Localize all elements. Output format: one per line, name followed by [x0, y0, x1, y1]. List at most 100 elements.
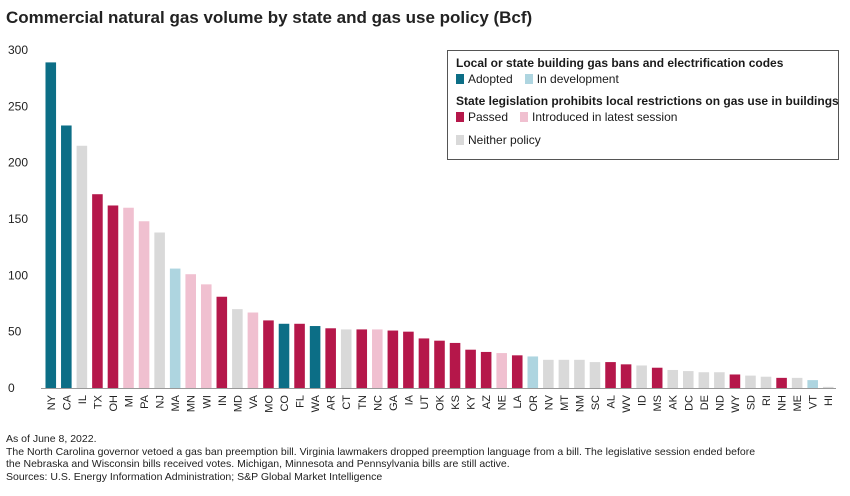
bar-sd — [745, 375, 756, 388]
bar-ga — [387, 330, 399, 388]
bar-mo — [263, 320, 274, 388]
x-tick-label-tn: TN — [357, 395, 369, 410]
bar-va — [247, 312, 259, 388]
bar-wy — [729, 374, 741, 388]
legend-label-neither: Neither policy — [468, 133, 541, 147]
x-tick-label-pa: PA — [139, 394, 151, 409]
bar-mi — [123, 207, 134, 388]
footnote-note-line2: the Nebraska and Wisconsin bills receive… — [6, 458, 510, 470]
x-tick-label-az: AZ — [481, 395, 493, 409]
x-tick-label-or: OR — [528, 395, 540, 412]
y-tick-label: 200 — [8, 156, 28, 170]
x-tick-label-ri: RI — [761, 395, 773, 406]
x-tick-label-ma: MA — [170, 394, 182, 411]
legend-label-passed: Passed — [468, 110, 509, 124]
x-tick-label-wa: WA — [310, 394, 322, 412]
footnote-date: As of June 8, 2022. — [6, 433, 97, 445]
legend-label-introduced: Introduced in latest session — [532, 110, 678, 124]
bar-mt — [558, 359, 570, 388]
bar-nv — [543, 359, 554, 388]
legend-item-neither: Neither policy — [456, 133, 541, 147]
legend: Local or state building gas bans and ele… — [447, 50, 839, 160]
x-tick-label-wi: WI — [201, 395, 213, 408]
legend-group3-row: Neither policy — [456, 133, 830, 147]
x-tick-label-wy: WY — [730, 394, 742, 412]
legend-group1-row: Adopted In development — [456, 72, 830, 86]
bar-ks — [449, 342, 461, 388]
footnotes: As of June 8, 2022. The North Carolina g… — [6, 433, 846, 483]
legend-label-in-development: In development — [536, 72, 619, 86]
bar-ny — [45, 62, 57, 388]
x-tick-label-ne: NE — [497, 395, 509, 410]
bar-nj — [154, 232, 165, 388]
legend-group2-title: State legislation prohibits local restri… — [456, 94, 839, 108]
x-tick-label-nc: NC — [372, 395, 384, 411]
bar-me — [791, 377, 803, 388]
footnote-note-line1: The North Carolina governor vetoed a gas… — [6, 445, 756, 458]
bar-hi — [822, 386, 834, 388]
bar-ne — [496, 353, 507, 388]
y-tick-label: 100 — [8, 268, 28, 282]
x-tick-label-ny: NY — [46, 394, 58, 410]
bar-ak — [667, 369, 679, 388]
legend-item-adopted: Adopted — [456, 72, 513, 86]
x-tick-label-id: ID — [637, 395, 649, 406]
bar-or — [527, 356, 539, 388]
footnote-sources: Sources: U.S. Energy Information Adminis… — [6, 470, 383, 483]
legend-group2-row: Passed Introduced in latest session — [456, 110, 830, 124]
bar-pa — [138, 221, 150, 388]
x-tick-label-in: IN — [217, 395, 229, 406]
bar-sc — [589, 362, 601, 388]
bar-chart: 0 50 100 150 200 250 300 NY CA IL TX OH MI PA NJ MA MN WI… — [8, 43, 836, 413]
bar-mn — [185, 274, 197, 388]
x-tick-label-nd: ND — [714, 395, 726, 411]
x-tick-label-oh: OH — [108, 395, 120, 412]
x-tick-label-nh: NH — [777, 395, 789, 411]
x-tick-label-ok: OK — [435, 394, 447, 411]
x-tick-label-ut: UT — [419, 395, 431, 410]
bar-wi — [200, 284, 212, 388]
bar-vt — [807, 380, 818, 388]
x-tick-label-de: DE — [699, 395, 711, 410]
bar-ma — [169, 268, 181, 388]
bar-wa — [309, 326, 321, 388]
legend-item-in-development: In development — [524, 72, 619, 86]
x-tick-label-ga: GA — [388, 394, 400, 411]
x-tick-label-mt: MT — [559, 395, 571, 411]
x-tick-label-al: AL — [606, 395, 618, 408]
introduced-swatch — [520, 112, 529, 122]
x-tick-label-ky: KY — [466, 394, 478, 409]
bar-nm — [574, 359, 585, 388]
x-tick-label-ks: KS — [450, 395, 462, 410]
bar-wv — [620, 364, 632, 388]
x-tick-label-wv: WV — [621, 394, 633, 412]
x-tick-label-il: IL — [77, 395, 89, 404]
legend-item-passed: Passed — [456, 110, 508, 124]
x-tick-label-mn: MN — [186, 395, 198, 412]
in-development-swatch — [524, 74, 533, 84]
x-tick-label-ar: AR — [326, 395, 338, 410]
neither-swatch — [456, 135, 464, 145]
bar-la — [511, 355, 523, 388]
x-tick-label-sc: SC — [590, 395, 602, 410]
bar-ut — [418, 338, 430, 388]
x-tick-label-dc: DC — [683, 395, 695, 411]
x-tick-label-nv: NV — [543, 394, 555, 410]
bar-id — [636, 365, 647, 388]
bar-dc — [682, 371, 694, 388]
bar-ri — [760, 376, 772, 388]
bar-ca — [61, 125, 72, 388]
x-tick-label-ms: MS — [652, 395, 664, 412]
bar-nh — [776, 377, 787, 388]
bar-il — [76, 145, 88, 388]
x-tick-label-ca: CA — [61, 394, 73, 410]
x-tick-label-hi: HI — [823, 395, 835, 406]
y-tick-label: 150 — [8, 212, 28, 226]
x-tick-label-ak: AK — [668, 394, 680, 409]
x-tick-label-ct: CT — [341, 395, 353, 410]
x-tick-label-ia: IA — [403, 394, 415, 405]
bar-tn — [356, 329, 368, 388]
y-tick-label: 50 — [8, 325, 22, 339]
y-tick-label: 0 — [8, 381, 15, 395]
bar-ct — [340, 329, 352, 388]
